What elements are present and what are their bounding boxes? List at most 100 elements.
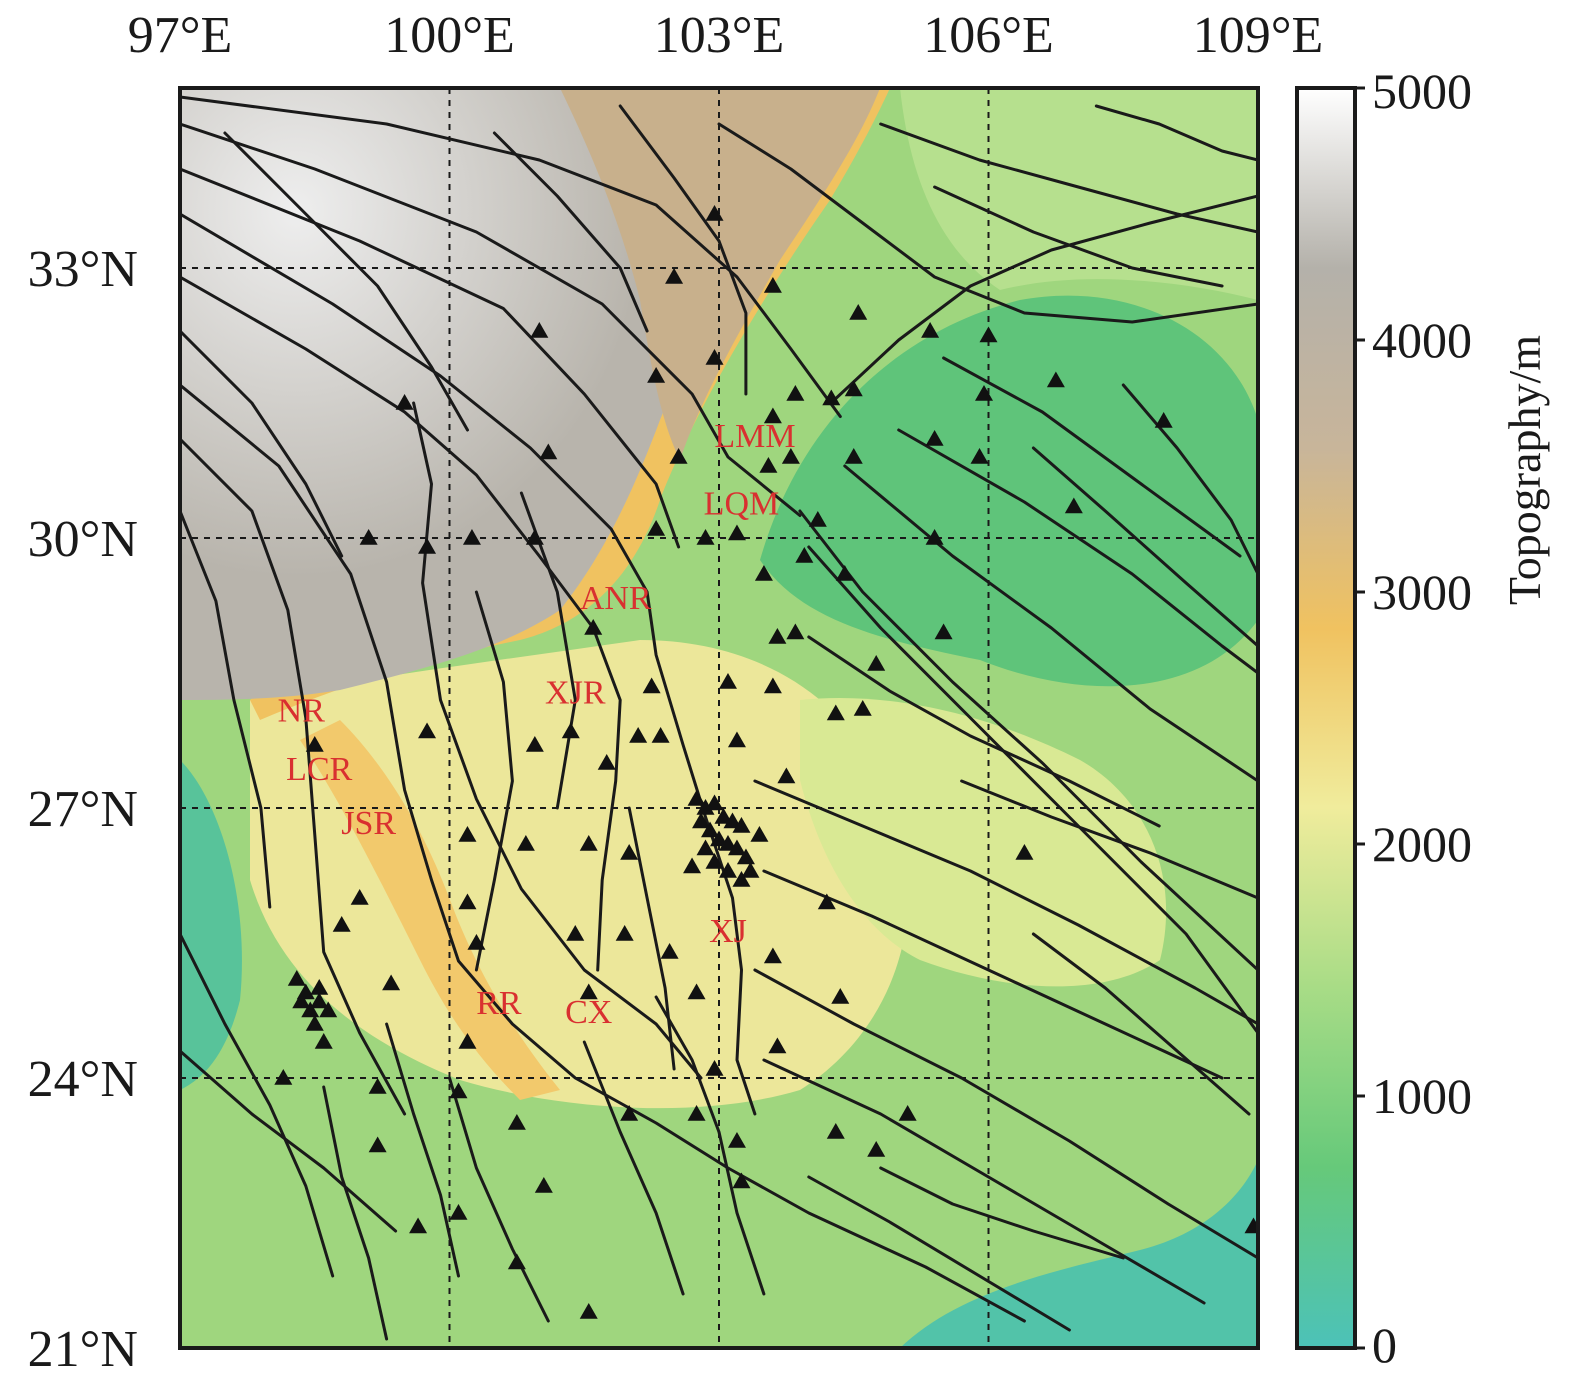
station-triangle-icon bbox=[305, 736, 324, 752]
station-triangle-icon bbox=[826, 1123, 845, 1139]
station-triangle-icon bbox=[835, 565, 854, 581]
station-triangle-icon bbox=[462, 529, 481, 545]
station-triangle-icon bbox=[763, 407, 782, 424]
station-triangle-icon bbox=[831, 988, 850, 1004]
station-triangle-icon bbox=[683, 857, 702, 874]
fault-line bbox=[717, 122, 1258, 324]
fault-line bbox=[762, 869, 1224, 1080]
map-frame bbox=[178, 86, 1260, 1350]
station-triangle-icon bbox=[867, 655, 886, 671]
fault-line bbox=[180, 1049, 398, 1233]
fault-line bbox=[180, 122, 802, 517]
station-triangle-icon bbox=[741, 862, 760, 878]
station-triangle-icon bbox=[418, 538, 437, 554]
station-triangle-icon bbox=[525, 736, 544, 752]
station-triangle-icon bbox=[310, 992, 329, 1009]
station-triangle-icon bbox=[696, 839, 715, 856]
colorbar-tick-label: 1000 bbox=[1372, 1068, 1472, 1124]
fault-line bbox=[1031, 932, 1251, 1116]
fault-line bbox=[385, 1022, 460, 1278]
west-lowland-area bbox=[180, 760, 242, 1090]
station-triangle-icon bbox=[727, 524, 746, 541]
station-triangle-icon bbox=[727, 731, 746, 748]
station-triangle-icon bbox=[458, 893, 477, 910]
station-triangle-icon bbox=[970, 448, 989, 464]
station-triangle-icon bbox=[359, 529, 378, 545]
station-triangle-icon bbox=[525, 529, 544, 545]
station-triangle-icon bbox=[718, 835, 737, 851]
station-triangle-icon bbox=[705, 349, 724, 365]
fault-line bbox=[322, 1085, 389, 1341]
station-triangle-icon bbox=[620, 844, 639, 860]
colorbar-tick-label: 3000 bbox=[1372, 564, 1472, 620]
station-triangle-icon bbox=[687, 1105, 706, 1121]
station-triangle-icon bbox=[566, 925, 585, 941]
station-triangle-icon bbox=[1064, 497, 1083, 514]
station-triangle-icon bbox=[718, 862, 737, 878]
fault-line bbox=[753, 968, 1258, 1260]
station-triangle-icon bbox=[786, 623, 805, 640]
station-triangle-icon bbox=[615, 925, 634, 941]
station-triangle-icon bbox=[705, 1060, 724, 1076]
guizhou-plateau-area bbox=[800, 698, 1167, 987]
region-label-jsr: JSR bbox=[341, 805, 396, 842]
station-triangle-icon bbox=[274, 1069, 293, 1085]
fault-line bbox=[180, 212, 757, 1116]
station-triangle-icon bbox=[629, 727, 648, 743]
station-triangle-icon bbox=[714, 808, 733, 824]
station-triangle-icon bbox=[368, 1078, 387, 1094]
lon-tick-label: 109°E bbox=[1193, 7, 1324, 64]
fault-line bbox=[180, 383, 1026, 1323]
station-triangle-icon bbox=[449, 1204, 468, 1220]
station-triangle-icon bbox=[795, 547, 814, 563]
fault-line bbox=[223, 131, 469, 432]
region-label-anr: ANR bbox=[580, 580, 652, 617]
lon-tick-label: 97°E bbox=[128, 7, 233, 64]
fault-line bbox=[1094, 104, 1258, 162]
fault-line bbox=[582, 1040, 685, 1296]
fault-line bbox=[879, 122, 1258, 234]
tibetan-plateau-area bbox=[180, 88, 760, 700]
station-triangle-icon bbox=[287, 970, 306, 986]
fault-line bbox=[834, 194, 1258, 400]
station-triangle-icon bbox=[718, 673, 737, 689]
station-triangle-icon bbox=[651, 727, 670, 743]
station-triangle-icon bbox=[826, 704, 845, 721]
station-triangle-icon bbox=[534, 1177, 553, 1193]
fault-line bbox=[807, 635, 1161, 828]
station-triangle-icon bbox=[701, 821, 720, 838]
station-triangle-icon bbox=[754, 565, 773, 581]
fault-line bbox=[942, 356, 1242, 558]
region-label-lcr: LCR bbox=[286, 751, 352, 788]
station-triangle-icon bbox=[409, 1217, 428, 1234]
seismic-stations-layer bbox=[274, 205, 1258, 1319]
lat-tick-label: 27°N bbox=[28, 781, 138, 838]
station-triangle-icon bbox=[817, 893, 836, 910]
station-triangle-icon bbox=[696, 799, 715, 815]
station-triangle-icon bbox=[692, 812, 711, 829]
station-triangle-icon bbox=[727, 839, 746, 856]
station-triangle-icon bbox=[292, 992, 311, 1009]
station-triangle-icon bbox=[561, 722, 580, 739]
station-triangle-icon bbox=[975, 385, 994, 401]
station-triangle-icon bbox=[844, 448, 863, 464]
lon-tick-label: 100°E bbox=[384, 7, 515, 64]
station-triangle-icon bbox=[1015, 844, 1034, 860]
fault-line bbox=[807, 545, 1258, 1035]
fault-line bbox=[753, 779, 1258, 1026]
station-triangle-icon bbox=[921, 322, 940, 338]
fault-line bbox=[960, 779, 1258, 900]
fault-line bbox=[879, 1166, 1125, 1260]
station-triangle-icon bbox=[781, 448, 800, 464]
fault-line bbox=[618, 104, 748, 396]
station-triangle-icon bbox=[579, 835, 598, 851]
station-triangle-icon bbox=[620, 1105, 639, 1121]
region-labels-layer: LMM LQM ANR XJR NR LCR JSR XJ RR CX bbox=[278, 418, 796, 1031]
station-triangle-icon bbox=[660, 943, 679, 959]
region-label-xjr: XJR bbox=[545, 674, 606, 711]
station-triangle-icon bbox=[579, 983, 598, 1000]
fault-line bbox=[933, 185, 1224, 288]
station-triangle-icon bbox=[777, 767, 796, 784]
station-triangle-icon bbox=[732, 871, 751, 887]
station-triangle-icon bbox=[763, 677, 782, 694]
